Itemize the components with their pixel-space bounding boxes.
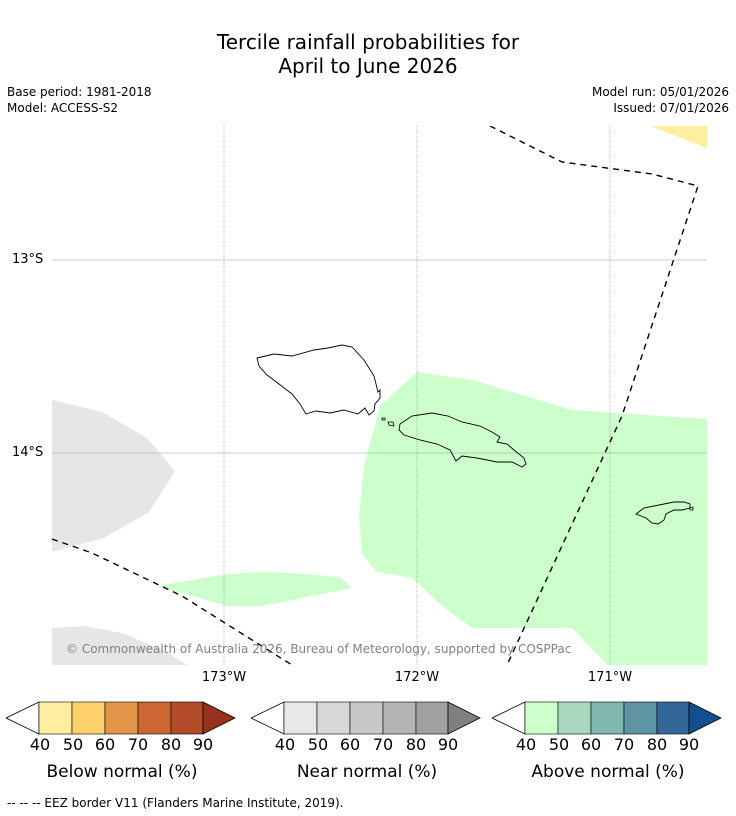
eez-footnote: -- -- -- EEZ border V11 (Flanders Marine…	[7, 796, 344, 810]
cbar-above-tick-80: 80	[647, 735, 667, 754]
cbar-below-seg-5	[170, 701, 204, 735]
cbar-above-seg-1	[524, 701, 559, 735]
cbar-near-seg-4	[382, 701, 417, 735]
cbar-above-tick-70: 70	[614, 735, 634, 754]
cbar-below-seg-3	[104, 701, 139, 735]
cbar-above-tick-90: 90	[679, 735, 699, 754]
eez-border-south	[52, 538, 293, 665]
cbar-near-tick-90: 90	[438, 735, 458, 754]
colorbar-below-label: Below normal (%)	[46, 762, 198, 782]
map-title: Tercile rainfall probabilities for April…	[0, 30, 736, 78]
colorbar-near-normal: 40 50 60 70 80 90	[250, 700, 483, 762]
cbar-near-min-arrow	[250, 701, 285, 735]
cbar-below-tick-60: 60	[95, 735, 115, 754]
cbar-near-seg-3	[349, 701, 384, 735]
title-line-1: Tercile rainfall probabilities for	[216, 30, 520, 54]
issued-date: Issued: 07/01/2026	[613, 101, 729, 115]
near-normal-region-west	[52, 400, 175, 552]
colorbar-above-svg: 40 50 60 70 80 90	[491, 701, 722, 754]
meta-left: Base period: 1981-2018 Model: ACCESS-S2	[7, 84, 152, 116]
eez-border-east	[489, 126, 699, 665]
lon-label-172w: 172°W	[394, 670, 440, 685]
lat-label-14s: 14°S	[12, 445, 44, 460]
model-name: Model: ACCESS-S2	[7, 101, 119, 115]
model-run: Model run: 05/01/2026	[591, 85, 729, 99]
cbar-above-max-arrow	[688, 701, 722, 735]
cbar-below-min-arrow	[5, 701, 40, 735]
cbar-below-seg-2	[71, 701, 106, 735]
cbar-below-max-arrow	[202, 701, 236, 735]
cbar-below-tick-40: 40	[30, 735, 50, 754]
cbar-near-seg-2	[316, 701, 351, 735]
colorbar-above-label: Above normal (%)	[531, 762, 685, 782]
tutuila-island	[635, 501, 691, 525]
cbar-below-tick-90: 90	[193, 735, 213, 754]
above-normal-region-east	[359, 372, 707, 665]
title-line-2: April to June 2026	[278, 54, 458, 78]
cbar-near-tick-60: 60	[340, 735, 360, 754]
manono-islet	[387, 421, 395, 427]
colorbar-below-svg: 40 50 60 70 80 90	[5, 701, 236, 754]
below-normal-region	[650, 126, 707, 148]
apolima-islet	[381, 417, 386, 421]
cbar-near-tick-80: 80	[406, 735, 426, 754]
cbar-below-tick-80: 80	[161, 735, 181, 754]
cbar-near-tick-40: 40	[275, 735, 295, 754]
near-normal-region-southwest	[52, 626, 187, 665]
map-canvas: © Commonwealth of Australia 2026, Bureau…	[52, 126, 707, 665]
cbar-below-seg-1	[38, 701, 73, 735]
lat-label-13s: 13°S	[12, 252, 44, 267]
lon-label-173w: 173°W	[201, 670, 247, 685]
cbar-above-tick-50: 50	[549, 735, 569, 754]
cbar-near-tick-70: 70	[373, 735, 393, 754]
cbar-above-seg-3	[590, 701, 625, 735]
base-period: Base period: 1981-2018	[7, 85, 152, 99]
copyright-notice: © Commonwealth of Australia 2026, Bureau…	[66, 642, 571, 656]
cbar-above-seg-5	[656, 701, 690, 735]
cbar-near-seg-1	[283, 701, 318, 735]
cbar-near-tick-50: 50	[308, 735, 328, 754]
colorbar-above-normal: 40 50 60 70 80 90	[491, 700, 724, 762]
lon-label-171w: 171°W	[587, 670, 633, 685]
cbar-above-seg-4	[623, 701, 658, 735]
aunuu-islet	[689, 506, 694, 511]
cbar-above-seg-2	[557, 701, 592, 735]
cbar-above-tick-60: 60	[581, 735, 601, 754]
cbar-below-tick-50: 50	[63, 735, 83, 754]
cbar-near-max-arrow	[447, 701, 481, 735]
colorbar-near-svg: 40 50 60 70 80 90	[250, 701, 481, 754]
meta-right: Model run: 05/01/2026 Issued: 07/01/2026	[592, 84, 729, 116]
upolu-island	[398, 412, 527, 468]
colorbar-below-normal: 40 50 60 70 80 90	[5, 700, 238, 762]
cbar-near-seg-5	[415, 701, 449, 735]
cbar-above-min-arrow	[491, 701, 526, 735]
savaii-island	[256, 344, 381, 416]
colorbar-near-label: Near normal (%)	[296, 762, 438, 782]
above-normal-region-south	[158, 572, 352, 606]
cbar-above-tick-40: 40	[516, 735, 536, 754]
cbar-below-seg-4	[137, 701, 172, 735]
cbar-below-tick-70: 70	[128, 735, 148, 754]
